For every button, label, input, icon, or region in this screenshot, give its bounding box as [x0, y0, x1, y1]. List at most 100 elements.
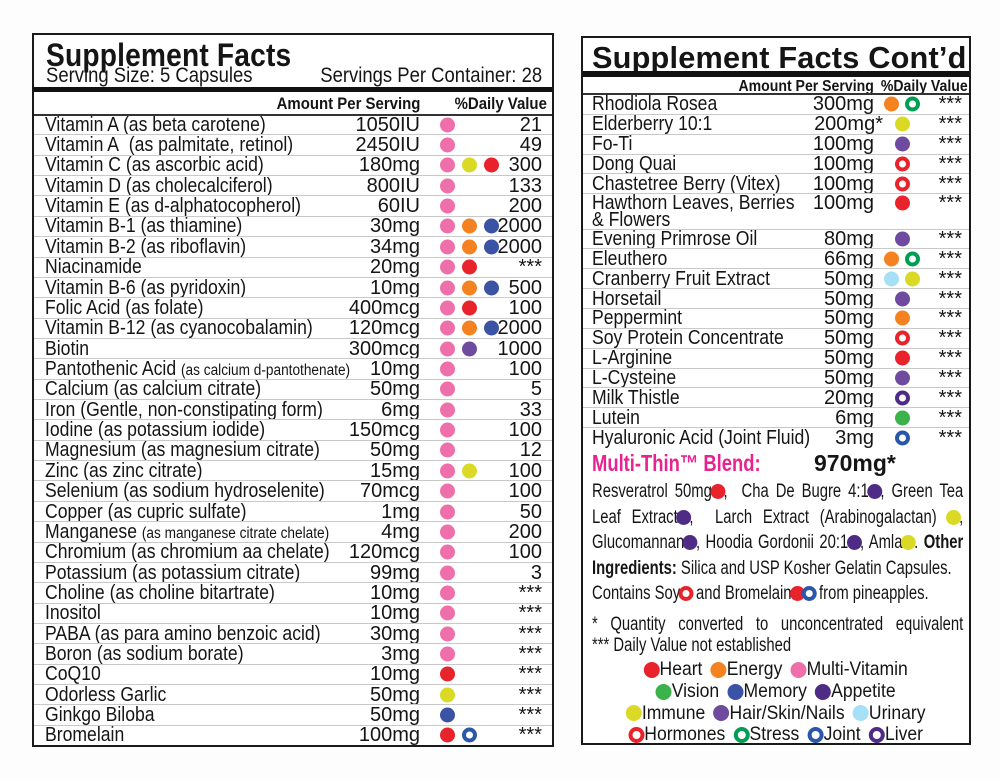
- ring-red-dot: [628, 727, 645, 744]
- ingredient-amount: 100mg: [358, 724, 420, 747]
- ingredient-name: Calcium (as calcium citrate): [45, 378, 262, 401]
- pink-dot: [790, 661, 807, 678]
- daily-value: 33: [519, 398, 542, 421]
- ingredient-row: Peppermint 50mg ***: [583, 308, 969, 328]
- benefit-dots: [440, 626, 455, 642]
- benefit-dots: [440, 178, 455, 194]
- blue-dot: [727, 683, 744, 700]
- ring-red-dot: [894, 330, 910, 346]
- benefit-dots: [879, 310, 925, 326]
- ingredient-row: Vitamin C (as ascorbic acid) 180mg 300: [34, 154, 552, 175]
- blend-line: Glucomannan, Hoodia Gordonii 20:1, Amla.…: [592, 532, 964, 553]
- ring-blue-dot: [801, 586, 817, 601]
- orange-dot: [884, 251, 899, 267]
- ingredient-row: Vitamin A (as palmitate, retinol) 2450IU 4…: [34, 134, 552, 155]
- daily-value: ***: [938, 247, 962, 270]
- daily-value: 100: [508, 480, 542, 503]
- ingredient-name: Vitamin B-6 (as pyridoxin): [45, 276, 247, 299]
- ring-blue-dot: [462, 727, 477, 743]
- benefit-dots: [440, 442, 455, 458]
- benefit-dots: [440, 218, 499, 234]
- ingredient-name: Ginkgo Biloba: [45, 704, 155, 727]
- ingredient-amount: 120mcg: [348, 317, 420, 340]
- ingredient-amount: 1mg: [381, 500, 420, 523]
- blend-line: Leaf Extract, Larch Extract (Arabinogala…: [592, 506, 964, 528]
- daily-value: 200: [508, 195, 542, 218]
- ring-red-dot: [894, 176, 910, 192]
- purple-dot: [894, 136, 910, 152]
- blend-heading: Multi-Thin™ Blend: 970mg*: [592, 450, 962, 477]
- ingredient-amount: 34mg: [369, 235, 420, 258]
- daily-value: ***: [518, 622, 542, 645]
- ingredient-amount: 400mcg: [348, 296, 420, 319]
- daily-value: ***: [518, 663, 542, 686]
- daily-value: ***: [518, 256, 542, 279]
- orange-dot: [884, 96, 899, 112]
- blend-label: Multi-Thin™ Blend:: [592, 450, 761, 476]
- benefit-dots: [440, 402, 455, 418]
- benefit-dots: [440, 157, 499, 173]
- ingredient-amount: 50mg: [823, 327, 874, 350]
- pink-dot: [440, 300, 455, 316]
- legend-label: Appetite: [831, 679, 896, 702]
- ingredient-amount: 10mg: [369, 276, 420, 299]
- ingredient-row: Boron (as sodium borate) 3mg ***: [34, 643, 552, 666]
- daily-value: 100: [508, 541, 542, 564]
- divider-thick: [34, 87, 552, 92]
- daily-value: ***: [938, 267, 962, 290]
- daily-value: 2000: [497, 317, 543, 340]
- col-header-daily-value: %Daily Value: [454, 94, 547, 113]
- legend-label: Liver: [884, 723, 924, 746]
- ring-blue-dot: [807, 727, 824, 744]
- blue-dot: [484, 218, 499, 234]
- col-header-amount: Amount Per Serving: [276, 94, 420, 113]
- daily-value: 1000: [497, 337, 543, 360]
- blend-amount: 970mg*: [814, 450, 896, 476]
- ingredient-amount: 70mcg: [359, 480, 420, 503]
- pink-dot: [440, 361, 455, 377]
- benefit-dots: [440, 585, 455, 601]
- ingredient-name: Manganese (as manganese citrate chelate): [45, 520, 330, 543]
- ingredient-amount: 300mg: [812, 93, 874, 116]
- lightblue-dot: [852, 705, 869, 722]
- ingredient-name: Milk Thistle: [592, 386, 680, 409]
- ingredient-amount: 10mg: [369, 357, 420, 380]
- ring-green-dot: [905, 96, 920, 112]
- ingredient-row: Hawthorn Leaves, Berries & Flowers 100mg **…: [583, 191, 969, 230]
- pink-dot: [440, 117, 455, 133]
- ingredient-amount: 30mg: [369, 622, 420, 645]
- ingredient-row: Fo-Ti 100mg ***: [583, 133, 969, 154]
- ingredient-name: Vitamin A (as beta carotene): [45, 113, 266, 136]
- purple-dot: [894, 291, 910, 307]
- red-dot: [484, 157, 499, 173]
- legend-item-memory: Memory: [727, 680, 807, 703]
- yellow-dot: [625, 705, 642, 722]
- benefit-dots: [440, 280, 499, 296]
- benefit-dots: [879, 176, 925, 192]
- benefit-dots: [879, 350, 925, 366]
- benefit-dots: [879, 136, 925, 152]
- legend-label: Energy: [726, 658, 783, 680]
- divider-header: [34, 114, 552, 116]
- benefit-dots: [440, 422, 455, 438]
- ingredient-name: Dong Quai: [592, 153, 677, 175]
- left-panel-title: Supplement Facts: [46, 37, 292, 73]
- ingredient-row: Manganese (as manganese citrate chelate)…: [34, 520, 552, 543]
- yellow-dot: [462, 463, 477, 479]
- left-column-headers: Amount Per Serving %Daily Value: [34, 94, 552, 116]
- daily-value: ***: [518, 602, 542, 625]
- blend-line: Contains Soy and Bromelain from pineappl…: [592, 583, 929, 604]
- ingredient-amount: 3mg: [381, 643, 420, 666]
- footnote-daily-value: *** Daily Value not established: [592, 635, 792, 656]
- ingredient-row: Evening Primrose Oil 80mg ***: [583, 228, 969, 249]
- blue-dot: [484, 239, 499, 255]
- ingredient-row: Chromium (as chromium aa chelate) 120mcg 1…: [34, 541, 552, 564]
- ingredient-row: Eleuthero 66mg ***: [583, 247, 969, 270]
- benefit-dots: [879, 96, 925, 112]
- legend-row: Vision Memory Appetite: [602, 679, 949, 703]
- benefit-dots: [879, 231, 925, 247]
- ingredient-amount: 99mg: [369, 561, 420, 584]
- ingredient-amount: 30mg: [369, 215, 420, 238]
- ingredient-amount: 100mg: [812, 191, 874, 214]
- legend-item-hormones: Hormones: [628, 724, 725, 746]
